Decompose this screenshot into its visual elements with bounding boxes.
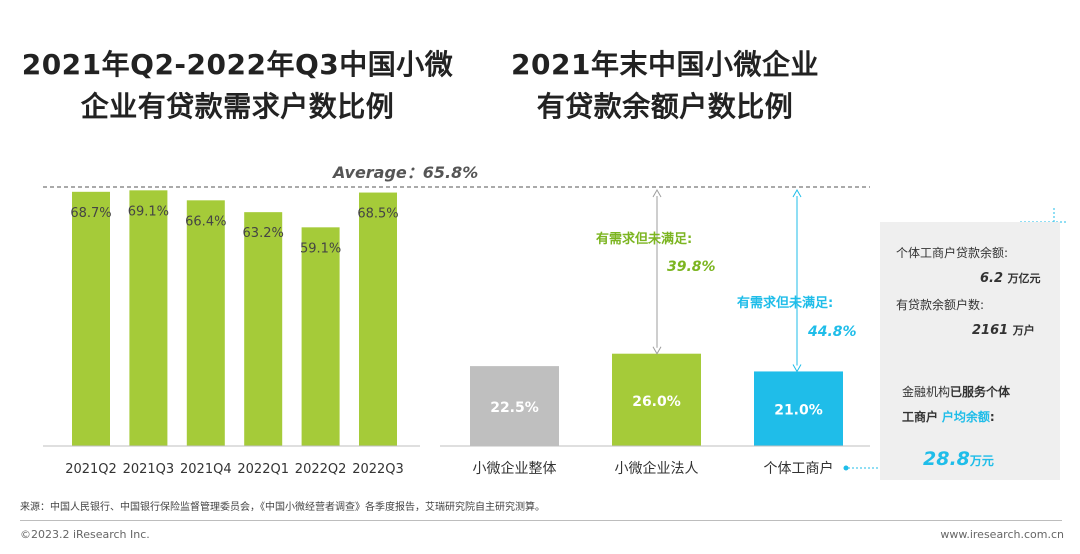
right-title-line2: 有贷款余额户数比例 xyxy=(536,90,794,123)
left-chart-title: 2021年Q2-2022年Q3中国小微 企业有贷款需求户数比例 xyxy=(10,44,465,128)
bar-个体工商户 xyxy=(754,371,843,446)
x-tick-label: 2021Q4 xyxy=(180,462,232,477)
served-prefix: 金融机构 xyxy=(902,385,951,399)
accounts-value: 2161 万户 xyxy=(972,322,1035,338)
bar-value-label: 69.1% xyxy=(128,204,169,219)
copyright: ©2023.2 iResearch Inc. xyxy=(20,528,150,541)
unmet-value-individual: 44.8% xyxy=(807,324,857,340)
served-line2-bold: 工商户 xyxy=(902,410,939,424)
bar-value-label: 63.2% xyxy=(243,226,284,241)
loan-balance-unit: 万亿元 xyxy=(1007,272,1041,285)
bar-value-label: 26.0% xyxy=(632,394,681,410)
x-tick-label: 2021Q3 xyxy=(123,462,175,477)
unmet-label-legal: 有需求但未满足: xyxy=(596,231,692,247)
loan-balance-number: 6.2 xyxy=(980,271,1004,286)
right-title-line1: 2021年末中国小微企业 xyxy=(511,48,819,81)
website-link[interactable]: www.iresearch.com.cn xyxy=(940,528,1064,541)
served-bold: 已服务个体 xyxy=(950,385,1011,399)
bar-2022Q3 xyxy=(359,192,397,446)
average-label: Average：65.8% xyxy=(333,163,479,182)
loan-balance-label: 个体工商户贷款余额: xyxy=(896,246,1009,260)
served-line2: 工商户 户均余额: xyxy=(902,408,995,425)
bar-小微企业整体 xyxy=(470,366,559,446)
unmet-label-individual: 有需求但未满足: xyxy=(737,295,833,311)
x-tick-label: 2022Q3 xyxy=(352,462,404,477)
left-title-line1: 2021年Q2-2022年Q3中国小微 xyxy=(21,48,454,81)
x-tick-label: 2022Q2 xyxy=(295,462,347,477)
served-line2-blue: 户均余额 xyxy=(941,410,990,424)
bar-value-label: 68.5% xyxy=(357,207,398,222)
loan-balance-value: 6.2 万亿元 xyxy=(980,270,1041,286)
unmet-arrow-legal-arrow-top xyxy=(652,188,662,198)
served-line2-colon: : xyxy=(989,410,995,424)
source-note: 来源：中国人民银行、中国银行保险监督管理委员会，《中国小微经营者调查》各季度报告… xyxy=(20,502,545,513)
bar-value-label: 22.5% xyxy=(490,400,539,416)
bar-2021Q3 xyxy=(129,190,168,446)
unmet-arrow-individual-arrow-bottom xyxy=(792,364,802,373)
x-tick-label: 个体工商户 xyxy=(764,460,834,477)
bar-value-label: 68.7% xyxy=(70,206,111,221)
panel-connector-dot xyxy=(843,465,849,471)
bar-小微企业法人 xyxy=(612,353,701,446)
bar-value-label: 59.1% xyxy=(300,241,341,256)
unmet-arrow-legal-arrow-bottom xyxy=(652,346,662,355)
footer-divider xyxy=(20,520,1062,521)
bar-2021Q2 xyxy=(72,191,110,446)
accounts-number: 2161 xyxy=(972,323,1009,338)
x-tick-label: 小微企业法人 xyxy=(615,460,699,477)
side-info-panel xyxy=(880,222,1060,480)
bar-value-label: 21.0% xyxy=(774,403,823,419)
avg-balance-unit: 万元 xyxy=(969,454,994,468)
avg-balance-value: 28.8万元 xyxy=(923,448,994,470)
accounts-label: 有贷款余额户数: xyxy=(896,298,985,312)
right-chart-title: 2021年末中国小微企业 有贷款余额户数比例 xyxy=(470,44,860,128)
accounts-unit: 万户 xyxy=(1012,324,1035,337)
bar-2022Q1 xyxy=(244,212,283,446)
x-tick-label: 2022Q1 xyxy=(237,462,289,477)
left-title-line2: 企业有贷款需求户数比例 xyxy=(80,90,395,123)
unmet-value-legal: 39.8% xyxy=(667,259,716,275)
bar-2022Q2 xyxy=(301,227,340,446)
x-tick-label: 小微企业整体 xyxy=(473,460,557,477)
served-line1: 金融机构已服务个体 xyxy=(902,383,1010,400)
bar-2021Q4 xyxy=(186,200,225,446)
bar-value-label: 66.4% xyxy=(185,214,226,229)
unmet-arrow-individual-arrow-top xyxy=(792,188,802,198)
x-tick-label: 2021Q2 xyxy=(65,462,117,477)
avg-balance-number: 28.8 xyxy=(923,448,970,470)
